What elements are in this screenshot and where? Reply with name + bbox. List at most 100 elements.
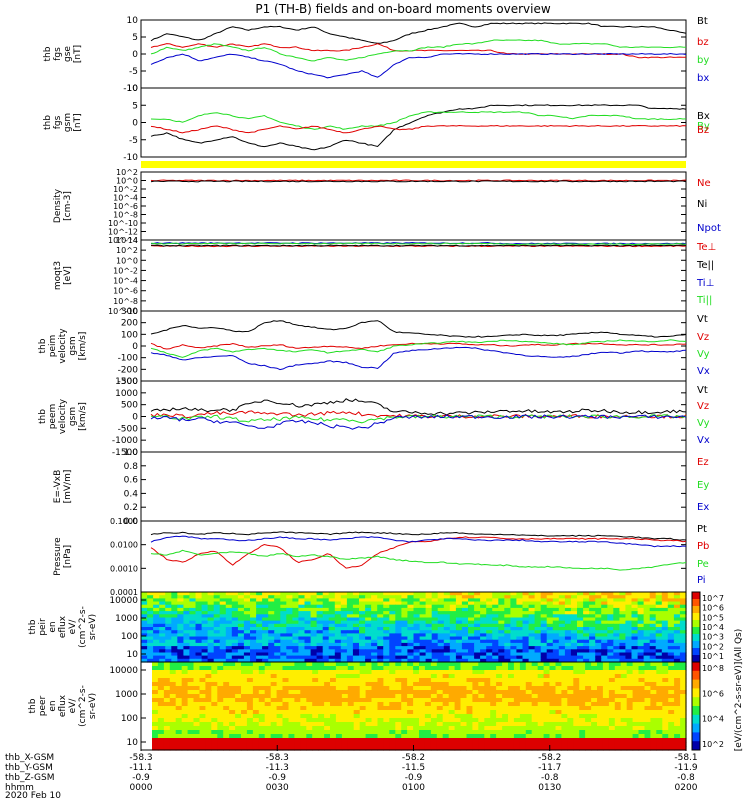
heatmap-cell-peir_eflux bbox=[371, 652, 378, 657]
heatmap-cell-peir_eflux bbox=[292, 617, 300, 622]
heatmap-cell-peer_eflux bbox=[252, 742, 260, 747]
heatmap-cell-peer_eflux bbox=[472, 726, 479, 731]
heatmap-cell-peir_eflux bbox=[522, 592, 530, 596]
heatmap-cell-peer_eflux bbox=[318, 662, 325, 667]
heatmap-cell-peir_eflux bbox=[601, 642, 608, 647]
colorbar-tick-peer_eflux-1: 10^6 bbox=[702, 689, 724, 698]
heatmap-cell-peir_eflux bbox=[292, 636, 300, 641]
heatmap-cell-peer_eflux bbox=[306, 666, 313, 671]
heatmap-cell-peir_eflux bbox=[383, 649, 390, 654]
heatmap-cell-peer_eflux bbox=[650, 682, 657, 687]
heatmap-cell-peir_eflux bbox=[286, 639, 293, 644]
colorbar-cell-peer_eflux bbox=[692, 741, 700, 747]
heatmap-cell-peir_eflux bbox=[262, 627, 269, 631]
heatmap-cell-peer_eflux bbox=[585, 706, 592, 711]
heatmap-cell-peer_eflux bbox=[270, 718, 278, 723]
heatmap-cell-peir_eflux bbox=[504, 646, 511, 650]
heatmap-cell-peir_eflux bbox=[177, 614, 184, 619]
heatmap-cell-peer_eflux bbox=[662, 726, 669, 731]
heatmap-cell-peir_eflux bbox=[377, 614, 384, 619]
heatmap-cell-peir_eflux bbox=[619, 611, 627, 615]
heatmap-cell-peir_eflux bbox=[528, 655, 536, 660]
heatmap-cell-peer_eflux bbox=[519, 706, 527, 711]
heatmap-cell-peir_eflux bbox=[177, 649, 184, 654]
heatmap-cell-peer_eflux bbox=[502, 746, 509, 751]
heatmap-cell-peir_eflux bbox=[286, 617, 293, 622]
heatmap-cell-peer_eflux bbox=[424, 742, 432, 747]
heatmap-cell-peir_eflux bbox=[522, 639, 530, 644]
heatmap-cell-peer_eflux bbox=[448, 686, 456, 691]
ytick-label-moms_temp-6: 10^-8 bbox=[113, 297, 138, 306]
heatmap-cell-peir_eflux bbox=[540, 614, 548, 619]
heatmap-cell-peir_eflux bbox=[461, 636, 469, 641]
heatmap-cell-peer_eflux bbox=[300, 726, 307, 731]
heatmap-cell-peer_eflux bbox=[229, 690, 236, 695]
heatmap-cell-peir_eflux bbox=[159, 649, 166, 654]
heatmap-cell-peer_eflux bbox=[513, 746, 521, 751]
heatmap-cell-peer_eflux bbox=[656, 682, 663, 687]
heatmap-cell-peir_eflux bbox=[340, 595, 348, 599]
heatmap-cell-peer_eflux bbox=[288, 702, 295, 707]
heatmap-cell-peer_eflux bbox=[276, 674, 284, 679]
heatmap-cell-peer_eflux bbox=[205, 670, 212, 675]
heatmap-cell-peer_eflux bbox=[591, 690, 598, 695]
heatmap-cell-peir_eflux bbox=[334, 652, 342, 657]
heatmap-cell-peir_eflux bbox=[564, 658, 572, 663]
heatmap-cell-peir_eflux bbox=[213, 642, 221, 647]
heatmap-cell-peir_eflux bbox=[298, 633, 306, 638]
heatmap-cell-peir_eflux bbox=[274, 658, 281, 663]
heatmap-cell-peir_eflux bbox=[340, 652, 348, 657]
heatmap-cell-peer_eflux bbox=[460, 706, 467, 711]
heatmap-cell-peir_eflux bbox=[243, 614, 251, 619]
colorbar-cell-peir_eflux bbox=[692, 620, 700, 624]
heatmap-cell-peer_eflux bbox=[525, 678, 533, 683]
heatmap-cell-peer_eflux bbox=[638, 670, 645, 675]
heatmap-cell-peer_eflux bbox=[424, 694, 432, 699]
heatmap-cell-peer_eflux bbox=[205, 674, 212, 679]
heatmap-cell-peer_eflux bbox=[626, 730, 634, 735]
heatmap-cell-peir_eflux bbox=[552, 649, 560, 654]
heatmap-cell-peir_eflux bbox=[534, 652, 542, 657]
heatmap-cell-peir_eflux bbox=[268, 604, 275, 609]
heatmap-cell-peir_eflux bbox=[540, 649, 548, 654]
heatmap-cell-peir_eflux bbox=[256, 642, 263, 647]
heatmap-cell-peir_eflux bbox=[461, 617, 469, 622]
heatmap-cell-peir_eflux bbox=[250, 595, 257, 599]
heatmap-cell-peir_eflux bbox=[189, 655, 197, 660]
heatmap-cell-peer_eflux bbox=[537, 682, 545, 687]
heatmap-cell-peir_eflux bbox=[183, 611, 191, 615]
heatmap-cell-peer_eflux bbox=[424, 722, 432, 727]
heatmap-cell-peer_eflux bbox=[294, 730, 301, 735]
heatmap-cell-peir_eflux bbox=[359, 633, 366, 638]
heatmap-cell-peir_eflux bbox=[486, 620, 493, 625]
heatmap-cell-peir_eflux bbox=[431, 623, 439, 628]
heatmap-cell-peer_eflux bbox=[270, 682, 278, 687]
heatmap-cell-peir_eflux bbox=[195, 620, 203, 625]
colorbar-cell-peir_eflux bbox=[692, 630, 700, 635]
heatmap-cell-peir_eflux bbox=[455, 636, 463, 641]
heatmap-cell-peer_eflux bbox=[436, 690, 444, 695]
heatmap-cell-peer_eflux bbox=[312, 714, 319, 719]
heatmap-cell-peir_eflux bbox=[183, 655, 191, 660]
heatmap-cell-peir_eflux bbox=[171, 646, 178, 650]
heatmap-cell-peir_eflux bbox=[577, 639, 584, 644]
heatmap-cell-peer_eflux bbox=[537, 702, 545, 707]
heatmap-cell-peer_eflux bbox=[519, 710, 527, 715]
heatmap-cell-peir_eflux bbox=[346, 617, 354, 622]
heatmap-cell-peer_eflux bbox=[371, 670, 378, 675]
heatmap-cell-peir_eflux bbox=[461, 649, 469, 654]
heatmap-cell-peer_eflux bbox=[395, 718, 402, 723]
heatmap-cell-peir_eflux bbox=[510, 623, 518, 628]
heatmap-cell-peir_eflux bbox=[480, 617, 487, 622]
heatmap-cell-peir_eflux bbox=[449, 627, 457, 631]
heatmap-cell-peer_eflux bbox=[478, 738, 485, 743]
heatmap-cell-peer_eflux bbox=[199, 682, 206, 687]
heatmap-cell-peir_eflux bbox=[679, 649, 687, 654]
heatmap-cell-peir_eflux bbox=[316, 655, 324, 660]
heatmap-cell-peir_eflux bbox=[480, 646, 487, 650]
colorbar-cell-peir_eflux bbox=[692, 599, 700, 603]
heatmap-cell-peer_eflux bbox=[602, 742, 610, 747]
heatmap-cell-peir_eflux bbox=[171, 636, 178, 641]
heatmap-cell-peir_eflux bbox=[183, 658, 191, 663]
heatmap-cell-peir_eflux bbox=[480, 642, 487, 647]
